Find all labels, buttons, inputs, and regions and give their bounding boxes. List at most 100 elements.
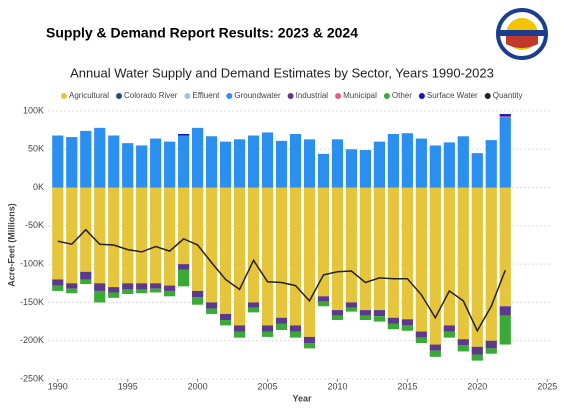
bar-segment	[219, 141, 232, 188]
bar-segment	[94, 283, 106, 291]
bar-segment	[247, 307, 260, 313]
bar-segment	[373, 316, 385, 322]
bar-segment	[387, 323, 399, 330]
bar-segment	[345, 307, 358, 312]
bar-segment	[66, 283, 78, 289]
y-tick-label: 100K	[23, 105, 44, 115]
bar-segment	[164, 187, 176, 286]
bar-segment	[192, 187, 204, 291]
bar-segment	[233, 331, 246, 338]
bar-segment	[164, 285, 176, 291]
bar-segment	[303, 336, 316, 344]
bar-segment	[219, 313, 232, 321]
bar-segment	[317, 187, 330, 297]
bar-segment	[66, 137, 78, 188]
bar-segment	[457, 187, 469, 340]
bar-segment	[233, 187, 246, 326]
bar-segment	[345, 187, 358, 303]
bar-segment	[206, 308, 218, 314]
bar-segment	[150, 187, 162, 284]
bar-segment	[457, 345, 469, 352]
bar-segment	[192, 290, 204, 298]
legend-marker	[383, 93, 390, 99]
bar-segment	[317, 296, 330, 302]
bar-segment	[150, 288, 162, 293]
legend-label: Groundwater	[234, 91, 281, 100]
legend-label: Other	[392, 91, 412, 100]
logo-banner	[498, 30, 546, 36]
y-tick-label: -200K	[20, 335, 44, 345]
legend-marker	[335, 93, 342, 99]
logo	[496, 8, 548, 60]
bar-segment	[150, 138, 162, 188]
bar-segment	[233, 139, 246, 188]
y-tick-label: 0K	[33, 182, 44, 192]
bar-segment	[359, 315, 372, 321]
bar-segment	[415, 187, 427, 332]
bar-segment	[303, 343, 316, 349]
legend-marker	[287, 93, 294, 99]
y-tick-label: -150K	[20, 297, 44, 307]
x-tick-label: 2005	[258, 381, 278, 391]
x-tick-label: 2020	[467, 381, 487, 391]
bar-segment	[359, 187, 372, 311]
bar-segment	[443, 331, 455, 338]
x-tick-label: 1995	[118, 381, 138, 391]
bar-segment	[108, 187, 120, 288]
bar-segment	[122, 143, 134, 188]
bar-segment	[499, 117, 511, 188]
bar-segment	[136, 145, 148, 188]
bar-segment	[471, 187, 483, 347]
bar-segment	[499, 306, 511, 316]
bar-segment	[122, 187, 134, 284]
bar-segment	[52, 135, 64, 188]
legend-label: Quantity	[493, 91, 523, 100]
bar-segment	[66, 288, 78, 294]
bar-segment	[401, 133, 413, 188]
bar-segment	[206, 302, 218, 309]
y-tick-label: -250K	[20, 373, 44, 383]
bar-segment	[178, 135, 190, 188]
bar-segment	[66, 187, 78, 284]
y-tick-label: 50K	[28, 144, 44, 154]
legend-marker	[116, 93, 123, 99]
bar-segment	[94, 127, 106, 188]
bar-segment	[122, 283, 134, 290]
x-tick-label: 2000	[188, 381, 208, 391]
bar-segment	[80, 271, 92, 280]
bar-segment	[345, 149, 358, 188]
legend-marker	[61, 93, 67, 99]
bar-segment	[136, 289, 148, 294]
bar-segment	[443, 142, 455, 188]
bar-segment	[80, 130, 92, 188]
bar-segment	[373, 187, 385, 311]
bar-segment	[247, 135, 260, 188]
legend-marker	[418, 93, 425, 99]
bar-segment	[415, 138, 427, 188]
legend-label: Agricultural	[69, 91, 109, 100]
bar-segment	[164, 141, 176, 188]
bar-segment	[108, 135, 120, 188]
bar-segment	[443, 187, 455, 326]
bar-segment	[499, 187, 511, 307]
bar-segment	[219, 187, 232, 314]
legend-label: Effluent	[192, 91, 220, 100]
legend-marker	[226, 93, 233, 99]
bar-segment	[415, 331, 427, 338]
x-axis-label: Year	[292, 393, 312, 403]
bar-segment	[261, 187, 274, 326]
bar-segment	[192, 297, 204, 305]
legend-marker	[484, 93, 491, 99]
bar-segment	[178, 133, 190, 136]
bar-segment	[261, 132, 274, 188]
bar-segment	[275, 140, 288, 188]
bar-segment	[108, 292, 120, 298]
bar-segment	[52, 279, 64, 286]
bar-segment	[471, 153, 483, 188]
bar-segment	[150, 283, 162, 289]
bar-segment	[219, 320, 232, 326]
legend-label: Colorado River	[124, 91, 178, 100]
bar-segment	[387, 317, 399, 324]
x-tick-label: 1990	[48, 381, 68, 391]
